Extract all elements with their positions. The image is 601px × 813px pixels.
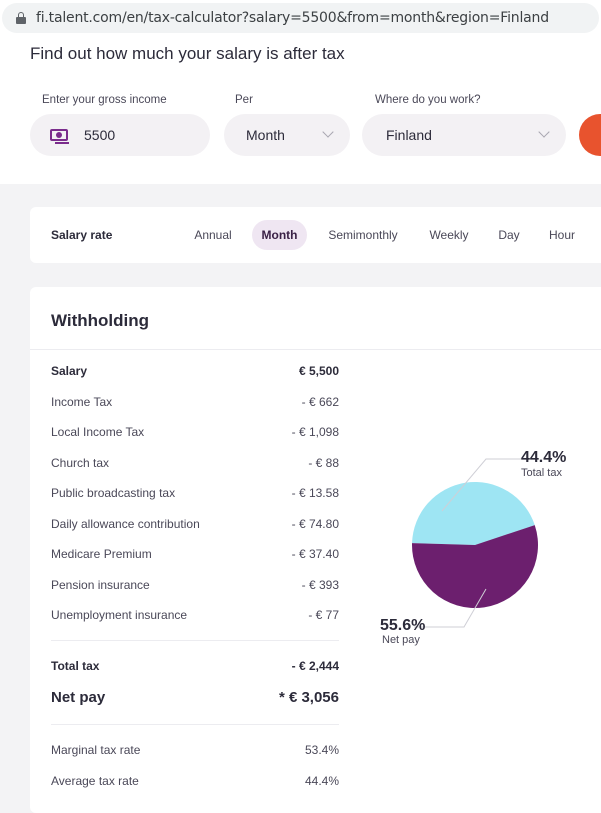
row-daily-allowance: Daily allowance contribution - € 74.80 <box>51 517 339 531</box>
chevron-down-icon[interactable] <box>538 126 550 138</box>
salary-rate-card: Salary rate Annual Month Semimonthly Wee… <box>30 207 601 263</box>
per-select[interactable]: Month <box>224 114 350 156</box>
row-label: Medicare Premium <box>51 547 152 561</box>
calculator-header: Find out how much your salary is after t… <box>0 36 601 184</box>
row-marginal-tax-rate: Marginal tax rate 53.4% <box>51 743 339 757</box>
row-label: Pension insurance <box>51 578 150 592</box>
row-label: Average tax rate <box>51 774 139 788</box>
url-text[interactable]: fi.talent.com/en/tax-calculator?salary=5… <box>36 10 549 26</box>
row-church-tax: Church tax - € 88 <box>51 456 339 470</box>
withholding-card: Withholding Salary € 5,500 Income Tax - … <box>30 287 601 813</box>
calculate-button[interactable] <box>579 114 601 156</box>
row-net-pay: Net pay * € 3,056 <box>51 689 339 706</box>
row-label: Income Tax <box>51 395 113 409</box>
row-value: - € 393 <box>301 578 339 592</box>
tab-month[interactable]: Month <box>252 220 307 250</box>
row-label: Net pay <box>51 689 106 706</box>
region-value[interactable]: Finland <box>386 127 432 143</box>
money-icon <box>50 129 69 144</box>
row-value: - € 13.58 <box>291 486 339 500</box>
salary-rate-title: Salary rate <box>51 228 113 242</box>
tab-day[interactable]: Day <box>498 228 520 242</box>
chevron-down-icon[interactable] <box>322 126 334 138</box>
row-value: 53.4% <box>304 743 339 757</box>
tab-hour[interactable]: Hour <box>548 228 575 242</box>
row-income-tax: Income Tax - € 662 <box>51 395 339 409</box>
region-select[interactable]: Finland <box>362 114 566 156</box>
leader-line-total-tax <box>441 458 522 512</box>
tax-pie-chart <box>412 482 539 609</box>
row-label: Church tax <box>51 456 110 470</box>
withholding-title: Withholding <box>51 311 150 330</box>
row-label: Local Income Tax <box>51 425 145 439</box>
per-value[interactable]: Month <box>246 127 285 143</box>
income-value[interactable]: 5500 <box>84 127 116 143</box>
row-value: - € 37.40 <box>291 547 339 561</box>
row-label: Unemployment insurance <box>51 608 188 622</box>
row-value: - € 88 <box>308 456 339 470</box>
pie-slice-net-pay <box>412 525 539 609</box>
row-label: Salary <box>51 364 88 378</box>
lock-icon[interactable] <box>16 12 26 24</box>
row-value: 44.4% <box>304 774 339 788</box>
row-pension-insurance: Pension insurance - € 393 <box>51 578 339 592</box>
row-value: * € 3,056 <box>278 689 339 706</box>
row-unemployment-insurance: Unemployment insurance - € 77 <box>51 608 339 622</box>
row-label: Daily allowance contribution <box>51 517 200 531</box>
row-average-tax-rate: Average tax rate 44.4% <box>51 774 339 788</box>
row-value: - € 662 <box>301 395 339 409</box>
pie-slice-total-tax <box>412 482 535 545</box>
page-title: Find out how much your salary is after t… <box>30 44 345 63</box>
divider <box>51 640 339 641</box>
row-salary: Salary € 5,500 <box>51 364 339 378</box>
row-value: - € 2,444 <box>291 659 339 673</box>
row-value: - € 74.80 <box>291 517 339 531</box>
divider <box>30 349 601 350</box>
region-label: Where do you work? <box>375 94 481 106</box>
pie-label-net-pay: Net pay <box>382 634 420 646</box>
browser-address-bar: fi.talent.com/en/tax-calculator?salary=5… <box>0 0 601 36</box>
income-input[interactable]: 5500 <box>30 114 210 156</box>
pie-label-total-tax: Total tax <box>521 467 562 479</box>
tab-semimonthly[interactable]: Semimonthly <box>328 228 398 242</box>
row-label: Total tax <box>51 659 100 673</box>
tab-weekly[interactable]: Weekly <box>429 228 469 242</box>
pie-label-total-tax-percent: 44.4% <box>521 449 567 466</box>
row-label: Public broadcasting tax <box>51 486 176 500</box>
per-label: Per <box>235 94 253 106</box>
row-public-broadcasting-tax: Public broadcasting tax - € 13.58 <box>51 486 339 500</box>
row-medicare-premium: Medicare Premium - € 37.40 <box>51 547 339 561</box>
row-label: Marginal tax rate <box>51 743 141 757</box>
row-value: - € 1,098 <box>291 425 339 439</box>
row-value: - € 77 <box>308 608 339 622</box>
url-field[interactable]: fi.talent.com/en/tax-calculator?salary=5… <box>2 3 599 33</box>
leader-line-net-pay <box>414 588 487 628</box>
divider <box>51 724 339 725</box>
row-total-tax: Total tax - € 2,444 <box>51 659 339 673</box>
row-local-income-tax: Local Income Tax - € 1,098 <box>51 425 339 439</box>
income-label: Enter your gross income <box>42 94 167 106</box>
pie-label-net-pay-percent: 55.6% <box>380 617 426 634</box>
row-value: € 5,500 <box>298 364 339 378</box>
tab-annual[interactable]: Annual <box>194 228 232 242</box>
